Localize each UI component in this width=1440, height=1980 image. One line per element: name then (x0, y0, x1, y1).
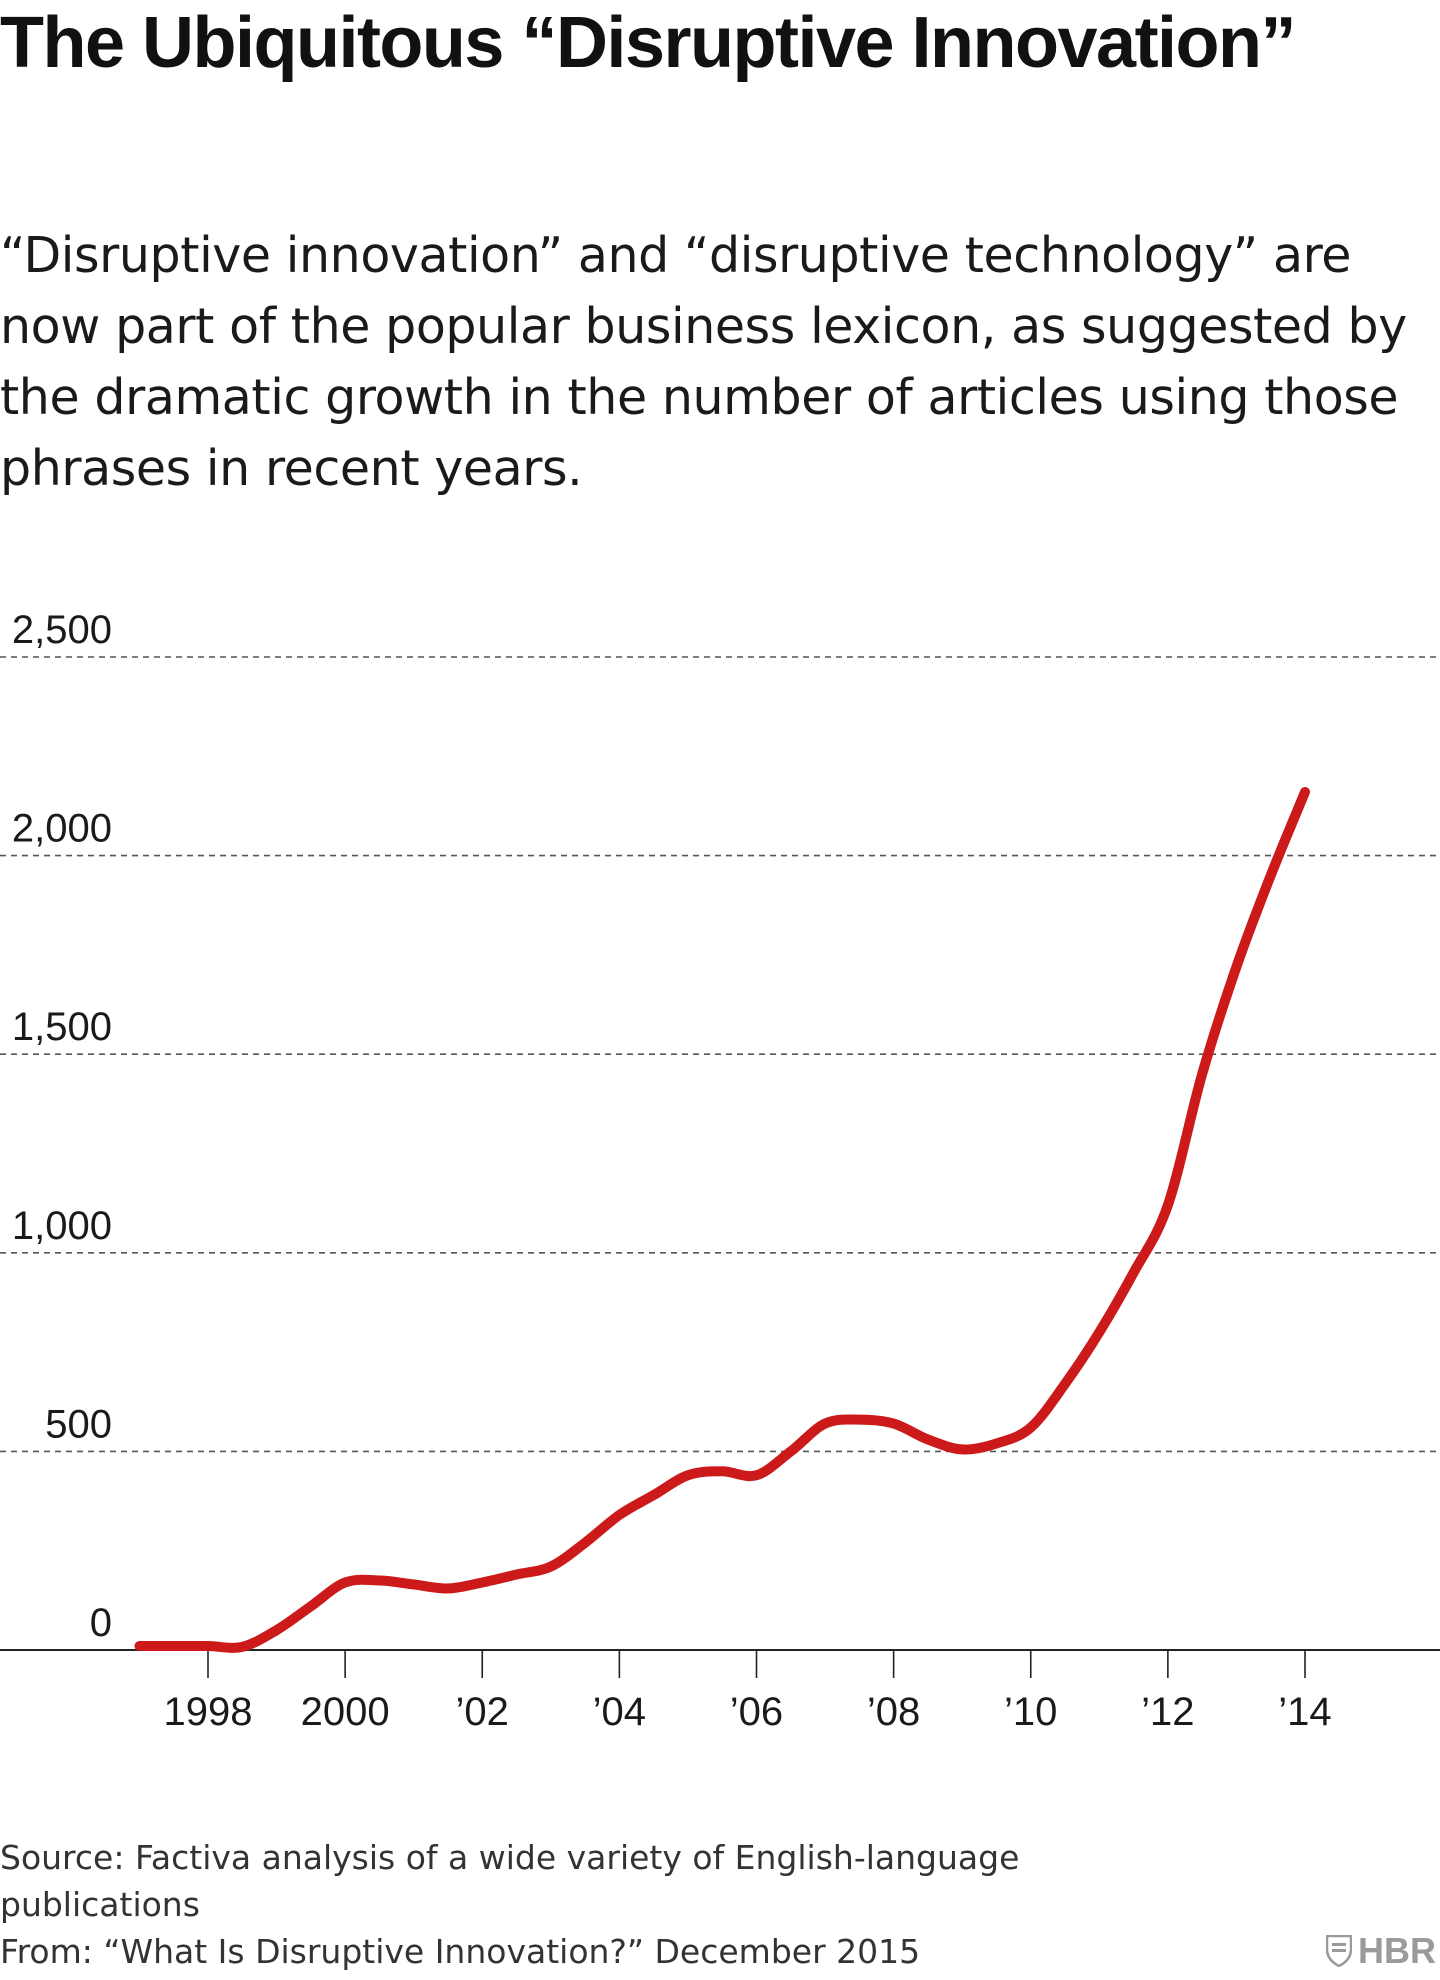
x-tick-label: ’10 (1004, 1690, 1057, 1734)
hbr-shield-icon (1326, 1935, 1352, 1967)
hbr-logo: HBR (1326, 1930, 1436, 1972)
articles-series-line (134, 787, 1310, 1653)
x-tick-label: ’04 (593, 1690, 646, 1734)
x-tick-label: ’02 (456, 1690, 509, 1734)
hbr-logo-text: HBR (1358, 1930, 1436, 1971)
chart-title: The Ubiquitous “Disruptive Innovation” (0, 3, 1297, 83)
x-tick-label: ’12 (1141, 1690, 1194, 1734)
x-tick-label: 2000 (301, 1690, 390, 1734)
y-tick-label: 2,000 (12, 807, 112, 851)
x-tick-label: ’14 (1278, 1690, 1331, 1734)
y-axis-ticks: 0 500 1,000 1,500 2,000 2,500 (12, 608, 112, 1645)
y-tick-label: 1,500 (12, 1005, 112, 1049)
y-tick-label: 1,000 (12, 1204, 112, 1248)
gridlines (0, 656, 1440, 1453)
line-chart: 0 500 1,000 1,500 2,000 2,500 1998 2000 ’02 ’04 ’… (0, 608, 1440, 1734)
chart-footer: Source: Factiva analysis of a wide varie… (0, 1834, 1200, 1975)
y-tick-label: 0 (90, 1601, 112, 1645)
x-axis-ticks: 1998 2000 ’02 ’04 ’06 ’08 ’10 ’12 ’14 (164, 1650, 1332, 1734)
y-tick-label: 2,500 (12, 608, 112, 652)
y-tick-label: 500 (45, 1402, 112, 1446)
source-note: Source: Factiva analysis of a wide varie… (0, 1838, 1020, 1924)
x-tick-label: ’06 (730, 1690, 783, 1734)
chart-subtitle: “Disruptive innovation” and “disruptive … (0, 227, 1407, 497)
x-tick-label: 1998 (164, 1690, 253, 1734)
from-note: From: “What Is Disruptive Innovation?” D… (0, 1932, 921, 1971)
x-tick-label: ’08 (867, 1690, 920, 1734)
